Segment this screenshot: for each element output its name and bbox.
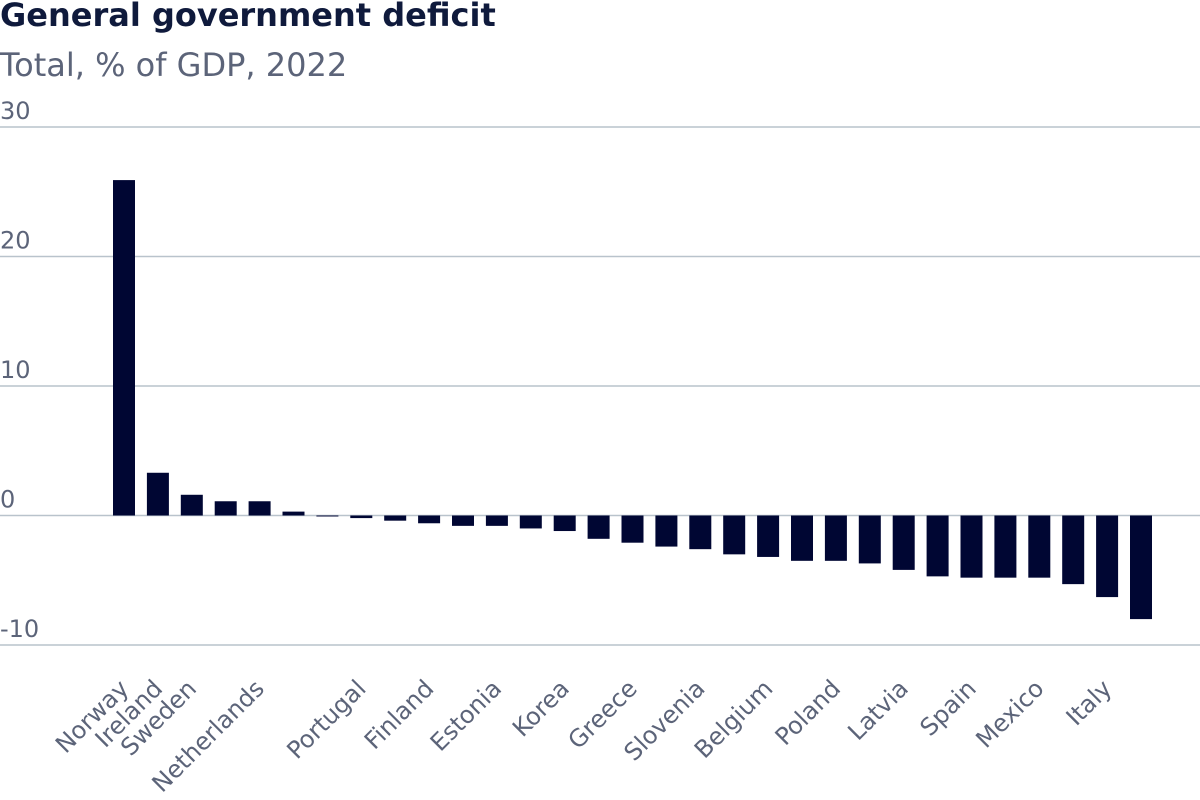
x-tick-label: Estonia	[425, 674, 507, 756]
bar	[621, 515, 644, 543]
bar	[452, 515, 474, 526]
bar	[384, 515, 407, 521]
bar	[994, 515, 1017, 578]
bar	[519, 515, 542, 529]
bar	[791, 515, 813, 561]
bar	[248, 501, 271, 516]
bar	[926, 515, 949, 577]
bar	[553, 515, 576, 532]
bar	[723, 515, 746, 555]
y-tick-label: 20	[0, 227, 31, 255]
bar	[214, 501, 237, 516]
bar	[689, 515, 712, 550]
y-tick-label: -10	[0, 615, 39, 643]
bar	[892, 515, 915, 570]
bar	[960, 515, 983, 578]
x-tick-label: Finland	[359, 674, 439, 754]
bar	[180, 494, 203, 516]
y-tick-label: 10	[0, 356, 31, 384]
bar	[418, 515, 441, 524]
bar	[282, 511, 305, 516]
bar	[1062, 515, 1085, 585]
x-tick-label: Poland	[770, 674, 846, 750]
x-tick-label: Mexico	[970, 674, 1049, 753]
bar	[113, 180, 135, 516]
bar	[655, 515, 678, 547]
y-tick-label: 30	[0, 97, 31, 125]
bar	[1096, 515, 1119, 598]
bar	[485, 515, 508, 526]
chart-subtitle: Total, % of GDP, 2022	[0, 46, 348, 84]
bar	[1028, 515, 1051, 578]
bar	[146, 472, 169, 516]
bar	[350, 515, 373, 519]
bar	[824, 515, 847, 561]
bar	[757, 515, 780, 557]
bar	[858, 515, 881, 564]
bar	[587, 515, 610, 539]
y-tick-label: 0	[0, 486, 15, 514]
bar	[316, 515, 339, 517]
chart-title: General government deficit	[0, 0, 496, 34]
x-tick-label: Latvia	[842, 674, 913, 745]
x-tick-label: Italy	[1061, 674, 1118, 731]
bar	[1130, 515, 1152, 620]
x-tick-label: Portugal	[281, 674, 371, 764]
